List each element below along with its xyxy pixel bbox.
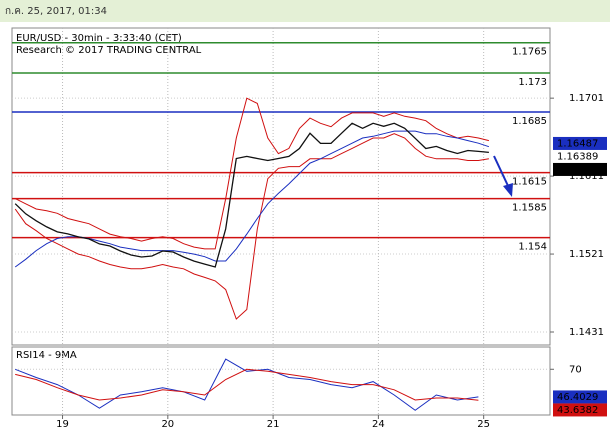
series-line bbox=[14, 130, 490, 268]
price-marker-label: 1.16384 bbox=[557, 164, 598, 175]
header-bar bbox=[0, 0, 610, 22]
x-tick-label: 24 bbox=[372, 419, 385, 430]
x-tick-label: 19 bbox=[56, 419, 69, 430]
price-marker-label: 46.4029 bbox=[557, 392, 598, 403]
y-tick-label: 1.1611 bbox=[569, 171, 604, 182]
y-tick-label: 70 bbox=[569, 364, 582, 375]
price-marker bbox=[553, 162, 607, 176]
series-line bbox=[14, 133, 489, 320]
price-marker-label: 1.16389 bbox=[557, 151, 598, 162]
forecast-arrowhead bbox=[503, 183, 513, 197]
rsi-title: RSI14 - 9MA bbox=[16, 350, 77, 361]
level-label: 1.173 bbox=[518, 77, 547, 88]
series-line bbox=[14, 122, 489, 268]
price-marker bbox=[553, 390, 607, 404]
price-marker bbox=[553, 136, 607, 150]
y-tick-label: 1.1431 bbox=[569, 327, 604, 338]
forecast-arrow bbox=[493, 155, 510, 189]
level-label: 1.154 bbox=[518, 242, 547, 253]
level-label: 1.1585 bbox=[512, 203, 547, 214]
rsi-panel bbox=[11, 346, 551, 416]
series-line bbox=[14, 97, 490, 250]
price-marker-label: 43.6382 bbox=[557, 405, 598, 416]
timestamp: ก.ค. 25, 2017, 01:34 bbox=[5, 6, 107, 17]
level-label: 1.1685 bbox=[512, 116, 547, 127]
chart-subtitle: Research © 2017 TRADING CENTRAL bbox=[16, 45, 202, 56]
price-panel bbox=[11, 27, 551, 346]
level-label: 1.1615 bbox=[512, 177, 547, 188]
y-tick-label: 1.1521 bbox=[569, 249, 604, 260]
x-tick-label: 25 bbox=[477, 419, 490, 430]
x-tick-label: 20 bbox=[161, 419, 174, 430]
series-line bbox=[15, 358, 479, 411]
chart-title: EUR/USD - 30min - 3:33:40 (CET) bbox=[16, 33, 182, 44]
price-marker bbox=[553, 403, 607, 417]
x-tick-label: 21 bbox=[267, 419, 280, 430]
y-tick-label: 1.1701 bbox=[569, 93, 604, 104]
series-line bbox=[15, 368, 479, 401]
level-label: 1.1765 bbox=[512, 47, 547, 58]
price-marker-label: 1.16487 bbox=[557, 138, 598, 149]
